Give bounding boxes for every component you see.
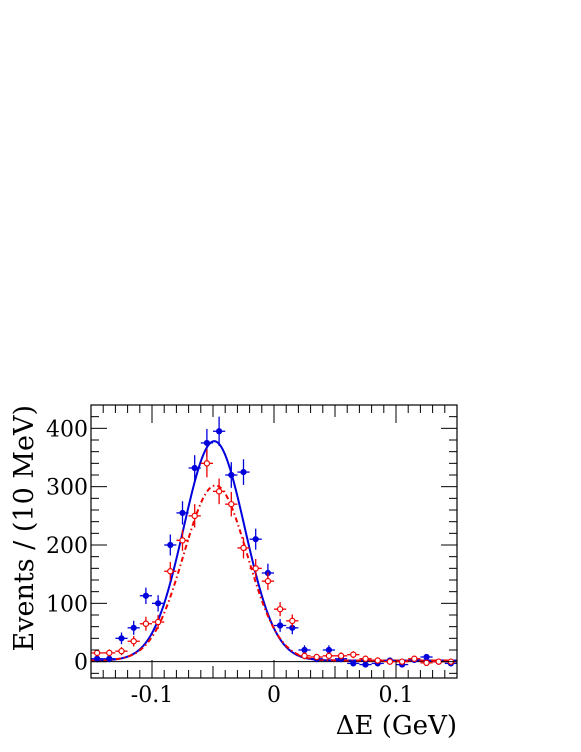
data-point (240, 468, 247, 476)
data-point (228, 471, 235, 479)
data-point (155, 600, 162, 607)
x-tick-label: 0 (267, 683, 281, 708)
data-point (191, 464, 198, 472)
data-point (142, 620, 150, 627)
data-point (252, 536, 259, 543)
data-point (215, 488, 223, 495)
data-point (313, 653, 320, 661)
y-tick-label: 100 (46, 592, 88, 617)
data-point (228, 500, 235, 508)
data-point (301, 646, 308, 654)
data-point (386, 658, 394, 665)
data-point (106, 649, 113, 657)
data-point (142, 592, 149, 599)
data-point (179, 509, 186, 517)
data-point (350, 651, 357, 658)
data-point (203, 439, 210, 447)
data-point (167, 568, 174, 575)
data-point (167, 541, 174, 549)
data-point (93, 649, 101, 657)
plot-area (90, 416, 457, 668)
x-tick-label: -0.1 (131, 683, 173, 708)
data-point (301, 652, 308, 660)
data-point (252, 565, 259, 572)
series-2 (91, 449, 457, 667)
data-point (362, 655, 369, 662)
data-point (203, 460, 211, 467)
y-tick-label: 400 (46, 417, 88, 442)
data-point (350, 660, 357, 667)
data-point (435, 658, 442, 665)
data-point (264, 577, 272, 585)
y-tick-label: 200 (46, 534, 88, 559)
data-point (94, 655, 101, 662)
data-point (325, 652, 333, 660)
data-point (191, 512, 198, 520)
data-point (106, 655, 113, 662)
data-point (130, 624, 137, 631)
data-point (154, 618, 162, 626)
x-axis-label: ΔE (GeV) (336, 711, 457, 741)
data-point (179, 537, 186, 544)
data-point (423, 659, 430, 667)
data-point (411, 655, 418, 662)
data-point (362, 661, 369, 668)
data-point (118, 647, 125, 655)
data-point (398, 658, 406, 665)
data-point (277, 622, 284, 629)
data-point (276, 605, 284, 613)
plot-frame (90, 404, 458, 679)
data-point (374, 657, 381, 664)
data-point (118, 635, 125, 642)
x-tick-label: 0.1 (379, 683, 414, 708)
data-point (240, 544, 247, 552)
y-tick-label: 300 (46, 476, 88, 501)
data-point (325, 646, 332, 654)
data-point (289, 617, 296, 625)
y-tick-label: 0 (74, 651, 88, 676)
data-point (130, 638, 137, 645)
axes: -0.1 0 0.1 0 100 200 300 400 (46, 404, 458, 708)
data-point (337, 652, 345, 660)
data-point (216, 428, 223, 435)
y-axis-label: Events / (10 MeV) (9, 405, 40, 651)
data-point (423, 653, 430, 661)
